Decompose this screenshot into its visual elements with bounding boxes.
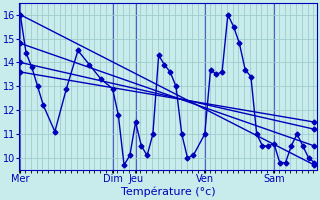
X-axis label: Température (°c): Température (°c) (121, 187, 216, 197)
